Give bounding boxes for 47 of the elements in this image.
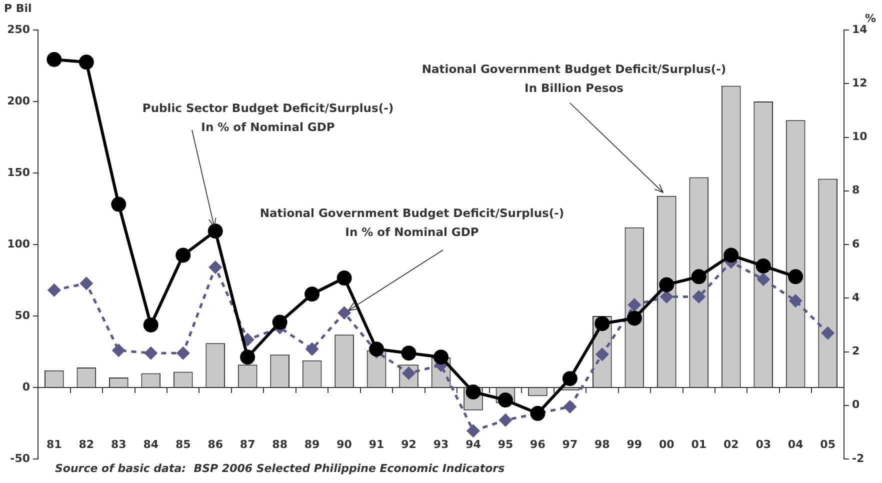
- x-tick-label: 98: [594, 438, 610, 451]
- annotation: National Government Budget Deficit/Surplus(-) In % of Nominal GDP: [260, 206, 564, 239]
- x-tick-label: 97: [562, 438, 578, 451]
- x-tick-label: 94: [466, 438, 482, 451]
- y-tick-label: 200: [7, 94, 30, 108]
- x-tick-label: 82: [78, 438, 94, 451]
- x-tick-label: 86: [208, 438, 224, 451]
- x-tick-label: 02: [723, 438, 739, 451]
- y2-axis-title: %: [864, 12, 876, 25]
- y2-tick-label: 14: [852, 22, 868, 36]
- x-tick-label: 95: [498, 438, 514, 451]
- y2-tick-label: 8: [852, 184, 860, 197]
- x-tick-label: 89: [304, 438, 320, 451]
- annotation: Public Sector Budget Deficit/Surplus(-) In % of Nominal GDP: [142, 101, 394, 134]
- x-tick-label: 92: [401, 438, 416, 451]
- x-tick-label: 85: [175, 438, 191, 451]
- y-tick-label: -50: [10, 452, 30, 465]
- y2-tick-label: 12: [852, 76, 868, 90]
- x-tick-label: 90: [336, 438, 352, 451]
- x-tick-label: 04: [788, 438, 804, 451]
- y-axis-title: P Bil: [4, 2, 32, 15]
- y-tick-label: 250: [7, 22, 30, 36]
- y2-tick-label: 10: [852, 130, 868, 144]
- source-note: Source of basic data: BSP 2006 Selected Philippine Economic Indicators: [55, 462, 506, 475]
- y2-tick-label: 6: [852, 237, 860, 250]
- y2-tick-label: 2: [852, 344, 860, 358]
- x-tick-label: 93: [433, 438, 449, 451]
- y-tick-label: 50: [14, 308, 30, 322]
- x-tick-label: 96: [530, 438, 546, 451]
- x-tick-label: 99: [626, 438, 642, 451]
- y2-tick-label: 0: [852, 398, 860, 412]
- y2-tick-label: -2: [852, 452, 864, 465]
- y-tick-label: 100: [7, 237, 30, 250]
- x-tick-label: 83: [110, 438, 126, 451]
- x-tick-label: 03: [756, 438, 772, 451]
- x-tick-label: 87: [240, 438, 256, 451]
- x-tick-label: 91: [368, 438, 384, 451]
- x-tick-label: 84: [143, 438, 159, 451]
- y-tick-label: 0: [22, 380, 30, 394]
- x-tick-label: 00: [658, 438, 675, 451]
- x-tick-label: 01: [691, 438, 707, 451]
- x-tick-label: 81: [46, 438, 62, 451]
- annotation: National Government Budget Deficit/Surplus(-) In Billion Pesos: [422, 62, 726, 95]
- x-tick-label: 05: [820, 438, 836, 451]
- y2-tick-label: 4: [852, 290, 860, 304]
- x-tick-label: 88: [272, 438, 288, 451]
- y-tick-label: 150: [7, 166, 30, 179]
